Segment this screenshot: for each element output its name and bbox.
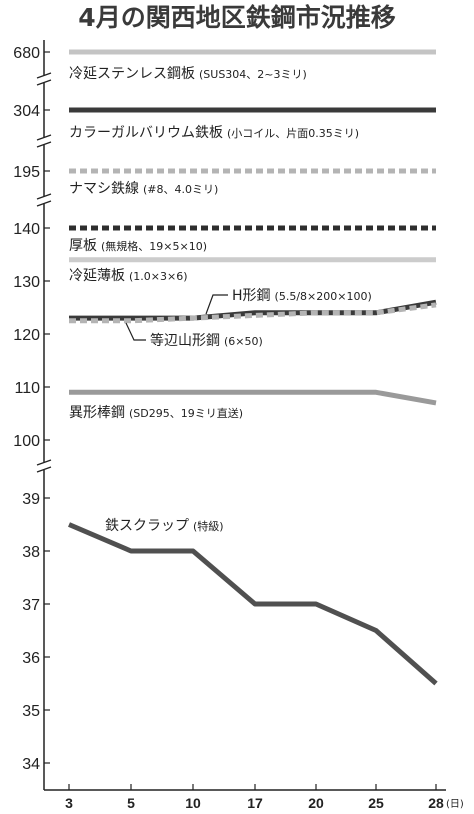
y-tick-label: 37 bbox=[22, 597, 40, 614]
series-spec: (無規格、19×5×10) bbox=[101, 239, 207, 253]
x-tick-label: 17 bbox=[247, 795, 263, 811]
y-tick-label: 34 bbox=[22, 756, 40, 773]
axis-break-mark bbox=[36, 141, 52, 148]
axis-break-gap bbox=[36, 137, 52, 145]
series-lines bbox=[68, 49, 438, 686]
series-name: 異形棒鋼 bbox=[69, 405, 125, 421]
series-spec: (6×50) bbox=[224, 335, 263, 348]
series-label-stainless-sheet: 冷延ステンレス鋼板 (SUS304、2~3ミリ) bbox=[69, 66, 307, 82]
axis-break-mark bbox=[36, 72, 52, 79]
series-label-annealed-wire: ナマシ鉄線 (#8、4.0ミリ) bbox=[69, 181, 218, 197]
series-spec: (SD295、19ミリ直送) bbox=[129, 406, 243, 420]
y-tick-label: 38 bbox=[22, 544, 40, 561]
series-labels: 冷延ステンレス鋼板 (SUS304、2~3ミリ) カラーガルバリウム鉄板 (小コイル、… bbox=[69, 66, 372, 534]
y-tick-label: 195 bbox=[13, 164, 40, 181]
series-label-cold-rolled-sheet: 冷延薄板 (1.0×3×6) bbox=[69, 268, 188, 284]
axis-break-mark bbox=[36, 200, 52, 207]
series-name: 厚板 bbox=[69, 238, 97, 254]
series-label-scrap: 鉄スクラップ (特級) bbox=[105, 518, 224, 534]
series-spec: (5.5/8×200×100) bbox=[275, 290, 372, 303]
series-name: 鉄スクラップ bbox=[105, 518, 189, 534]
axis-break-gap bbox=[36, 75, 52, 83]
x-tick-label: 25 bbox=[368, 795, 384, 811]
series-line-equal-angle bbox=[69, 302, 437, 324]
axis-break-mark bbox=[36, 193, 52, 200]
x-tick-label: 20 bbox=[308, 795, 324, 811]
series-name: 冷延ステンレス鋼板 bbox=[69, 66, 195, 82]
axis-break-mark bbox=[36, 134, 52, 141]
series-label-rebar: 異形棒鋼 (SD295、19ミリ直送) bbox=[69, 405, 243, 421]
axis-break-gap bbox=[36, 196, 52, 204]
y-tick-label: 36 bbox=[22, 650, 40, 667]
y-tick-label: 35 bbox=[22, 703, 40, 720]
y-tick-label: 304 bbox=[13, 103, 40, 120]
axis-break-mark bbox=[36, 466, 52, 473]
series-name: 等辺山形鋼 bbox=[150, 332, 220, 349]
chart-title: 4月の関西地区鉄鋼市況推移 bbox=[78, 3, 395, 32]
series-label-galvalume-sheet: カラーガルバリウム鉄板 (小コイル、片面0.35ミリ) bbox=[69, 125, 359, 141]
series-spec: (1.0×3×6) bbox=[129, 270, 188, 283]
y-tick-label: 130 bbox=[13, 274, 40, 291]
leader-line-h-beam bbox=[205, 294, 228, 315]
y-tick-label: 680 bbox=[13, 45, 40, 62]
series-line-h-beam bbox=[69, 299, 437, 321]
x-unit-label: (日) bbox=[446, 799, 464, 810]
y-tick-label: 110 bbox=[14, 380, 40, 397]
y-tick-label: 120 bbox=[13, 327, 40, 344]
series-label-h-beam: H形鋼 (5.5/8×200×100) bbox=[232, 288, 372, 304]
series-name: H形鋼 bbox=[232, 288, 271, 304]
y-tick-label: 100 bbox=[13, 433, 40, 450]
series-name: ナマシ鉄線 bbox=[69, 181, 139, 197]
series-label-equal-angle: 等辺山形鋼 (6×50) bbox=[150, 332, 263, 349]
x-tick-label: 10 bbox=[185, 795, 201, 811]
y-tick-label: 39 bbox=[22, 491, 40, 508]
axis-break-mark bbox=[36, 79, 52, 86]
series-name: 冷延薄板 bbox=[69, 268, 125, 284]
axis-break-mark bbox=[36, 459, 52, 466]
series-line-rebar bbox=[69, 389, 437, 406]
series-name: カラーガルバリウム鉄板 bbox=[69, 125, 223, 141]
y-tick-label: 140 bbox=[13, 221, 40, 238]
axis-break-gap bbox=[36, 462, 52, 470]
leader-line-equal-angle bbox=[125, 322, 146, 341]
x-tick-label: 5 bbox=[127, 795, 135, 811]
x-tick-label: 28 bbox=[428, 795, 444, 811]
series-spec: (特級) bbox=[193, 519, 224, 533]
series-spec: (SUS304、2~3ミリ) bbox=[199, 68, 307, 81]
series-spec: (小コイル、片面0.35ミリ) bbox=[227, 127, 359, 140]
x-tick-label: 3 bbox=[65, 795, 73, 811]
series-label-heavy-plate: 厚板 (無規格、19×5×10) bbox=[69, 238, 207, 254]
series-spec: (#8、4.0ミリ) bbox=[143, 183, 218, 196]
series-line-scrap bbox=[68, 522, 438, 686]
